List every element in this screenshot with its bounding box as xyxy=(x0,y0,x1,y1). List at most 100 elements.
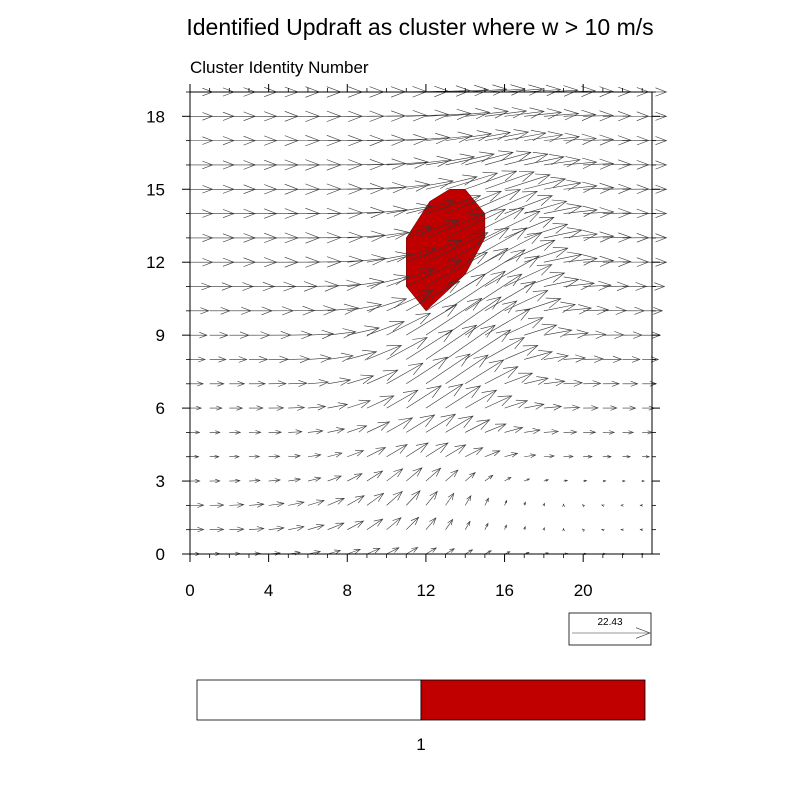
wind-vector xyxy=(229,380,246,387)
y-tick-label: 6 xyxy=(156,399,165,418)
wind-vector xyxy=(524,376,549,386)
wind-vector xyxy=(248,526,265,532)
wind-vector xyxy=(484,171,535,190)
wind-vector xyxy=(583,430,597,435)
wind-vector xyxy=(445,548,456,555)
vector-field xyxy=(189,84,668,556)
wind-vector xyxy=(563,354,587,363)
wind-vector xyxy=(189,282,212,291)
wind-vector xyxy=(543,378,566,387)
wind-vector xyxy=(563,379,584,387)
wind-vector xyxy=(563,279,596,291)
wind-vector xyxy=(425,131,474,143)
reference-vector-box: 22.43 xyxy=(568,612,652,646)
wind-vector xyxy=(445,354,489,385)
wind-vector xyxy=(425,213,486,239)
y-axis: 0 3 6 9 12 15 18 xyxy=(146,91,660,564)
wind-vector xyxy=(189,381,204,387)
wind-vector xyxy=(484,395,513,409)
wind-vector xyxy=(445,171,499,190)
wind-vector xyxy=(445,270,507,312)
wind-vector xyxy=(406,259,462,287)
wind-vector xyxy=(347,399,371,409)
wind-vector xyxy=(583,305,610,315)
wind-vector xyxy=(445,415,474,433)
wind-vector xyxy=(189,502,205,508)
wind-vector xyxy=(504,499,508,506)
wind-vector xyxy=(229,478,241,483)
wind-vector xyxy=(563,205,598,217)
wind-vector xyxy=(504,84,544,96)
wind-vector xyxy=(563,429,578,435)
wind-vector xyxy=(445,492,455,506)
wind-vector xyxy=(189,527,205,533)
wind-vector xyxy=(229,526,245,533)
wind-vector xyxy=(347,374,375,385)
wind-vector xyxy=(406,516,420,530)
wind-vector xyxy=(602,405,618,411)
wind-vector xyxy=(307,428,324,435)
wind-vector xyxy=(268,551,281,556)
wind-vector xyxy=(229,356,248,363)
wind-vector xyxy=(465,170,518,190)
wind-vector xyxy=(327,497,345,506)
wind-vector xyxy=(189,258,214,267)
wind-vector xyxy=(386,444,408,457)
wind-vector xyxy=(465,129,512,141)
wind-vector xyxy=(465,300,518,336)
wind-vector xyxy=(562,503,565,507)
y-tick-label: 3 xyxy=(156,472,165,491)
wind-vector xyxy=(366,548,381,555)
wind-vector xyxy=(347,349,378,361)
colorbar: 1 xyxy=(196,679,646,754)
wind-vector xyxy=(465,249,526,287)
wind-vector xyxy=(563,404,581,411)
wind-vector xyxy=(425,297,483,336)
wind-vector xyxy=(582,504,586,508)
wind-vector xyxy=(327,452,343,458)
wind-vector xyxy=(484,450,501,458)
colorbar-box-white xyxy=(196,679,422,721)
y-tick-label: 0 xyxy=(156,545,165,564)
wind-vector xyxy=(600,504,605,507)
wind-vector xyxy=(639,528,643,531)
wind-vector xyxy=(543,179,582,191)
wind-vector xyxy=(229,331,250,339)
wind-vector xyxy=(229,430,242,435)
wind-vector xyxy=(268,501,285,508)
wind-vector xyxy=(406,356,449,385)
wind-vector xyxy=(327,328,357,339)
wind-vector xyxy=(582,528,586,532)
wind-vector xyxy=(583,380,602,387)
wind-vector xyxy=(484,190,538,214)
wind-vector xyxy=(366,228,410,240)
wind-vector xyxy=(504,476,512,482)
wind-vector xyxy=(504,317,544,336)
wind-vector xyxy=(484,308,531,336)
wind-vector xyxy=(543,327,573,338)
wind-vector xyxy=(386,547,400,555)
wind-vector xyxy=(484,497,489,506)
wind-vector xyxy=(583,231,615,243)
wind-vector xyxy=(229,306,252,315)
wind-vector xyxy=(190,136,214,145)
wind-vector xyxy=(347,549,362,555)
wind-vector xyxy=(307,476,322,482)
wind-vector xyxy=(327,522,345,530)
wind-vector xyxy=(445,108,491,120)
wind-vector xyxy=(465,329,512,360)
wind-vector xyxy=(484,150,532,166)
wind-vector xyxy=(347,495,365,506)
wind-vector xyxy=(386,312,432,336)
wind-vector xyxy=(563,109,597,121)
wind-vector xyxy=(445,190,502,214)
wind-vector xyxy=(524,323,558,336)
wind-vector xyxy=(543,203,583,215)
wind-vector xyxy=(209,381,225,387)
wind-vector xyxy=(465,207,525,239)
wind-vector xyxy=(542,526,545,531)
wind-vector xyxy=(484,107,528,119)
wind-vector xyxy=(602,183,632,194)
wind-vector xyxy=(406,385,442,409)
